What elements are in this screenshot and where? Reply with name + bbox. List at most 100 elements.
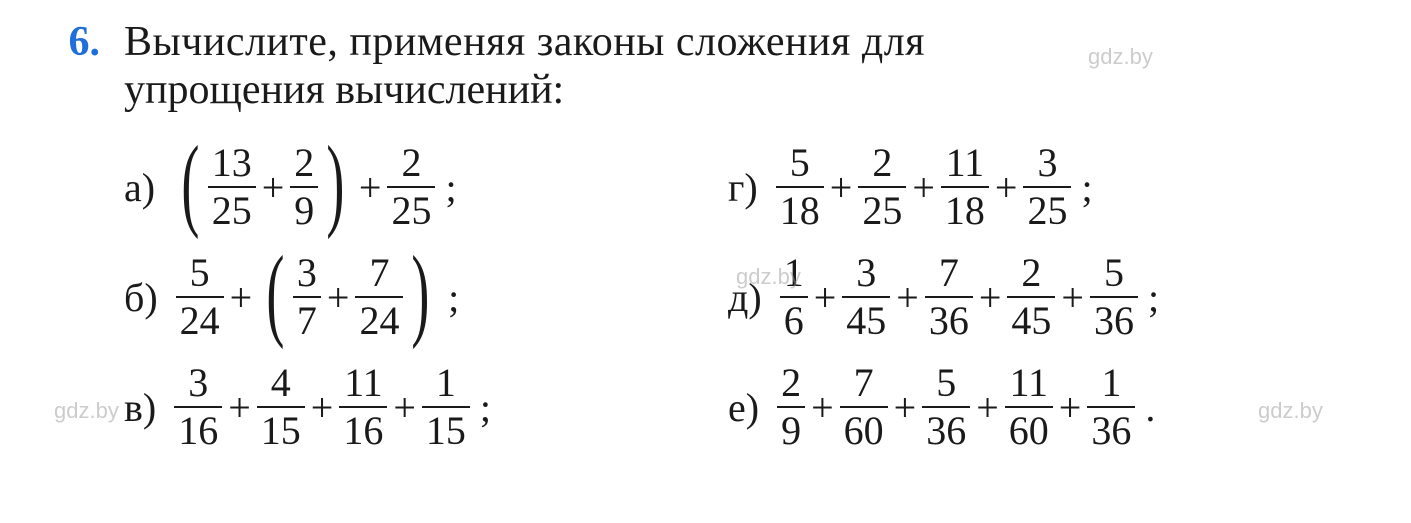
item-d: д) 16+345+736+245+536; (728, 242, 1371, 352)
fraction-numerator: 13 (208, 143, 256, 186)
fraction-numerator: 1 (1097, 363, 1125, 406)
fraction: 1116 (339, 363, 387, 451)
fraction: 325 (1023, 143, 1071, 231)
fraction: 136 (1087, 363, 1135, 451)
fraction-denominator: 45 (1007, 296, 1055, 341)
plus-operator: + (989, 164, 1024, 211)
fraction: 518 (776, 143, 824, 231)
terminator: ; (1138, 274, 1159, 321)
plus-operator: + (973, 274, 1008, 321)
terminator: . (1135, 384, 1155, 431)
fraction-denominator: 36 (925, 296, 973, 341)
item-label: а) (124, 164, 173, 211)
close-paren-icon: ) (412, 256, 430, 339)
fraction: 524 (176, 253, 224, 341)
fraction-denominator: 7 (293, 296, 321, 341)
fraction-denominator: 60 (840, 406, 888, 451)
fraction: 724 (355, 253, 403, 341)
fraction-denominator: 15 (257, 406, 305, 451)
fraction-numerator: 3 (184, 363, 212, 406)
fraction-denominator: 36 (1090, 296, 1138, 341)
fraction: 736 (925, 253, 973, 341)
fraction-denominator: 25 (858, 186, 906, 231)
fraction-numerator: 7 (935, 253, 963, 296)
prompt-text: Вычислите, применяя законы сложения для … (124, 18, 1371, 114)
terminator: ; (470, 384, 491, 431)
fraction: 16 (780, 253, 808, 341)
prompt-line-2: упрощения вычислений: (124, 66, 1371, 114)
fraction: 345 (842, 253, 890, 341)
fraction-numerator: 7 (850, 363, 878, 406)
fraction-numerator: 2 (290, 143, 318, 186)
item-v: в) 316+415+1116+115; (124, 352, 728, 462)
fraction: 536 (922, 363, 970, 451)
plus-operator: + (305, 384, 340, 431)
fraction: 1160 (1005, 363, 1053, 451)
problem-number: 6. (48, 18, 100, 66)
plus-operator: + (222, 384, 257, 431)
items-columns: а) (1325+29)+225; б) 524+(37+724); в) 31… (124, 132, 1371, 462)
item-label: г) (728, 164, 776, 211)
fraction-numerator: 2 (777, 363, 805, 406)
plus-operator: + (321, 274, 356, 321)
plus-operator: + (824, 164, 859, 211)
item-a: а) (1325+29)+225; (124, 132, 728, 242)
plus-operator: + (970, 384, 1005, 431)
fraction: 316 (174, 363, 222, 451)
fraction: 536 (1090, 253, 1138, 341)
fraction-numerator: 11 (942, 143, 989, 186)
fraction: 1325 (208, 143, 256, 231)
fraction: 29 (777, 363, 805, 451)
item-label: в) (124, 384, 174, 431)
fraction-numerator: 1 (780, 253, 808, 296)
fraction-denominator: 25 (208, 186, 256, 231)
plus-operator: + (353, 164, 388, 211)
left-column: а) (1325+29)+225; б) 524+(37+724); в) 31… (124, 132, 728, 462)
fraction-denominator: 24 (176, 296, 224, 341)
fraction-numerator: 11 (1006, 363, 1053, 406)
fraction-denominator: 25 (1023, 186, 1071, 231)
right-column: г) 518+225+1118+325; д) 16+345+736+245+5… (728, 132, 1371, 462)
fraction-numerator: 5 (186, 253, 214, 296)
fraction-numerator: 5 (1100, 253, 1128, 296)
item-expression: 29+760+536+1160+136. (777, 363, 1155, 451)
fraction-denominator: 15 (422, 406, 470, 451)
plus-operator: + (224, 274, 259, 321)
fraction-denominator: 45 (842, 296, 890, 341)
item-b: б) 524+(37+724); (124, 242, 728, 352)
fraction-numerator: 3 (293, 253, 321, 296)
item-label: д) (728, 274, 780, 321)
plus-operator: + (888, 384, 923, 431)
fraction: 415 (257, 363, 305, 451)
terminator: ; (1071, 164, 1092, 211)
fraction-numerator: 3 (1033, 143, 1061, 186)
fraction-denominator: 36 (1087, 406, 1135, 451)
fraction-numerator: 2 (868, 143, 896, 186)
plus-operator: + (890, 274, 925, 321)
item-g: г) 518+225+1118+325; (728, 132, 1371, 242)
item-expression: 16+345+736+245+536; (780, 253, 1159, 341)
fraction: 760 (840, 363, 888, 451)
watermark-text: gdz.by (54, 398, 119, 424)
fraction-numerator: 5 (932, 363, 960, 406)
fraction-numerator: 11 (340, 363, 387, 406)
terminator: ; (438, 274, 459, 321)
item-expression: 518+225+1118+325; (776, 143, 1093, 231)
fraction: 245 (1007, 253, 1055, 341)
fraction: 29 (290, 143, 318, 231)
fraction-numerator: 7 (365, 253, 393, 296)
open-paren-icon: ( (267, 256, 285, 339)
fraction-numerator: 5 (786, 143, 814, 186)
plus-operator: + (1053, 384, 1088, 431)
close-paren-icon: ) (327, 146, 345, 229)
fraction-denominator: 16 (174, 406, 222, 451)
fraction-numerator: 3 (852, 253, 880, 296)
fraction: 37 (293, 253, 321, 341)
fraction-denominator: 16 (339, 406, 387, 451)
plus-operator: + (1055, 274, 1090, 321)
fraction: 1118 (941, 143, 989, 231)
item-expression: (1325+29)+225; (173, 143, 457, 231)
fraction-numerator: 1 (432, 363, 460, 406)
open-paren-icon: ( (181, 146, 199, 229)
plus-operator: + (387, 384, 422, 431)
